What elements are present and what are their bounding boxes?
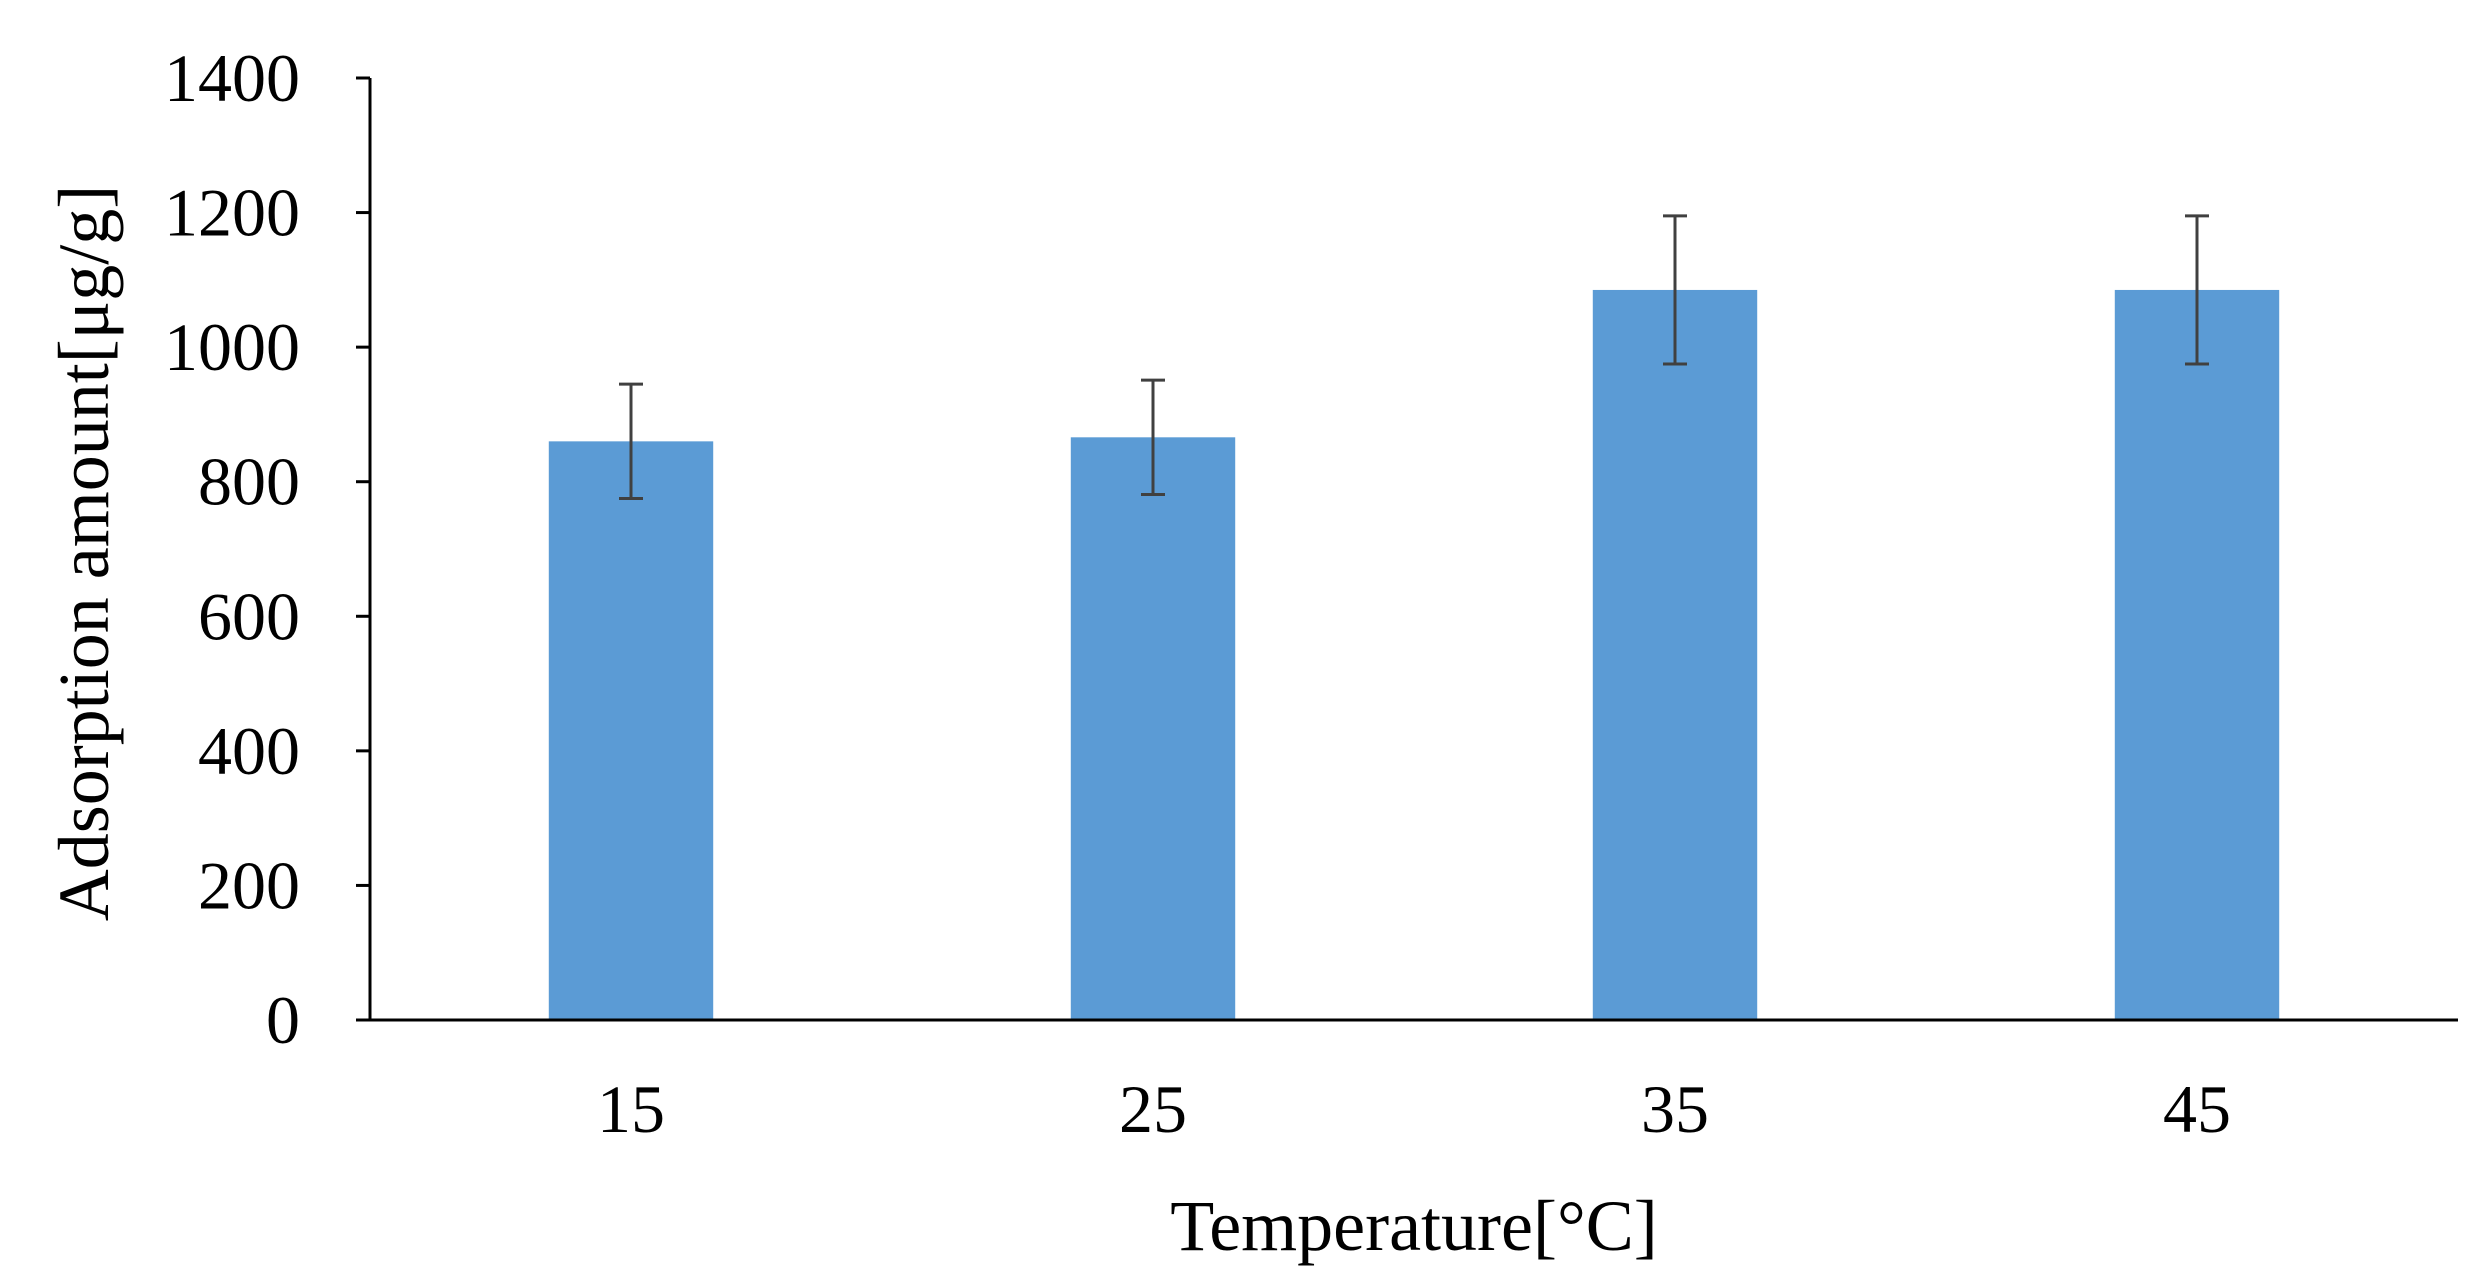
y-tick-label: 1000 [164, 309, 300, 385]
error-bars [619, 214, 2209, 501]
y-tick-label: 400 [198, 713, 300, 789]
y-tick-label: 800 [198, 444, 300, 520]
y-tick-label: 200 [198, 847, 300, 923]
error-bar-35 [1663, 214, 1687, 366]
error-bar-45 [2185, 214, 2209, 366]
bar-series [548, 289, 2280, 1020]
y-axis-title: Adsorption amount[μg/g] [44, 185, 124, 922]
bar-45 [2114, 289, 2280, 1020]
x-axis-title: Temperature[°C] [1170, 1186, 1658, 1266]
bar-25 [1070, 437, 1236, 1020]
y-axis-ticks: 0 200 400 600 800 1000 1200 1400 [164, 40, 370, 1058]
y-tick-label: 1400 [164, 40, 300, 116]
y-tick-label: 600 [198, 578, 300, 654]
x-tick-label: 45 [2163, 1071, 2231, 1147]
x-tick-label: 35 [1641, 1071, 1709, 1147]
y-tick-label: 1200 [164, 175, 300, 251]
bar-35 [1592, 289, 1758, 1020]
bar-15 [548, 441, 714, 1020]
y-tick-label: 0 [266, 982, 300, 1058]
error-bar-15 [619, 382, 643, 501]
x-tick-label: 15 [597, 1071, 665, 1147]
x-tick-label: 25 [1119, 1071, 1187, 1147]
error-bar-25 [1141, 378, 1165, 496]
x-axis-ticks: 15 25 35 45 [597, 1071, 2231, 1147]
